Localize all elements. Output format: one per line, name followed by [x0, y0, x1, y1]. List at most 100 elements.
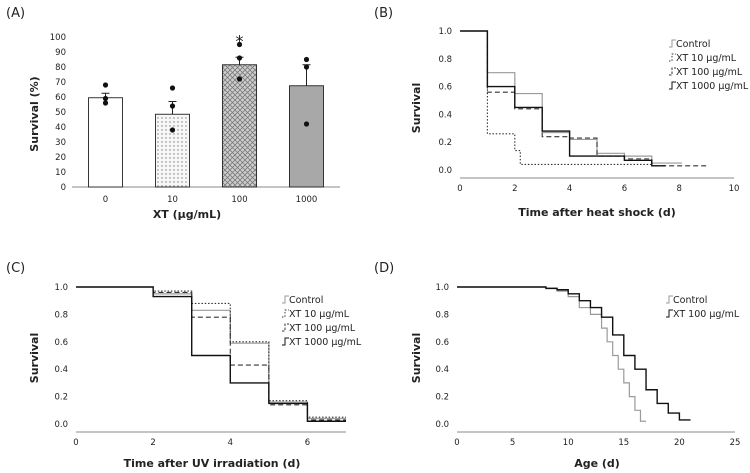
- series-line-xt-100-g-ml: [457, 286, 691, 421]
- data-point: [169, 103, 176, 109]
- legend-swatch: [282, 337, 289, 346]
- panel-c-legend: Control XT 10 μg/mL XT 100 μg/mL XT 1000 μg…: [282, 295, 362, 348]
- y-tick-label: 0.2: [54, 393, 68, 403]
- legend-swatch: [669, 53, 676, 62]
- legend-swatch: [282, 295, 289, 304]
- y-tick-label: 60: [55, 93, 66, 103]
- series-line-xt-100-g-ml: [76, 286, 346, 421]
- y-tick-label: 1.0: [438, 27, 452, 37]
- y-tick-label: 90: [55, 48, 66, 58]
- panel-b-label: (B): [374, 6, 393, 21]
- series-line-xt-1000-g-ml: [460, 30, 666, 167]
- bar-100: [222, 64, 257, 188]
- panel-b-xlabel: Time after heat shock (d): [518, 206, 676, 219]
- x-tick-label: 6: [622, 184, 627, 194]
- x-tick-label: 0: [103, 195, 108, 205]
- legend-swatch: [666, 295, 673, 304]
- y-tick-label: 0.4: [54, 365, 68, 375]
- x-tick-label: 4: [567, 184, 572, 194]
- data-point: [303, 64, 310, 70]
- data-point: [236, 76, 243, 82]
- bar-10: [155, 113, 190, 188]
- y-tick-label: 20: [55, 153, 66, 163]
- legend-swatch: [669, 39, 676, 48]
- x-tick-label: 4: [228, 438, 233, 448]
- panel-b-ylabel: Survival: [410, 83, 423, 133]
- x-tick-label: 0: [457, 184, 462, 194]
- x-tick-label: 100: [231, 195, 247, 205]
- y-tick-label: 0.2: [438, 138, 452, 148]
- panel-d: (D) Survival Age (d) 0 5 10 15 20 25 0.0 0.2 0.4…: [374, 261, 740, 470]
- legend-label: XT 10 μg/mL: [289, 309, 350, 320]
- x-tick-label: 20: [674, 438, 685, 448]
- data-point: [169, 85, 176, 91]
- legend-label: XT 100 μg/mL: [673, 309, 740, 320]
- data-point: [236, 55, 243, 61]
- legend-label: XT 1000 μg/mL: [289, 337, 362, 348]
- legend-swatch: [669, 67, 676, 76]
- series-line-xt-1000-g-ml: [76, 286, 346, 422]
- x-tick-label: 10: [729, 184, 740, 194]
- y-tick-label: 0.6: [435, 338, 449, 348]
- y-tick-label: 0.2: [435, 393, 449, 403]
- panel-d-label: (D): [374, 261, 394, 276]
- legend-label: XT 100 μg/mL: [676, 67, 743, 78]
- panel-b-series: [460, 30, 707, 167]
- y-tick-label: 0.6: [54, 338, 68, 348]
- legend-swatch: [669, 81, 676, 90]
- x-tick-label: 2: [512, 184, 517, 194]
- y-tick-label: 0: [61, 183, 66, 193]
- x-tick-label: 0: [73, 438, 78, 448]
- data-point: [303, 121, 310, 127]
- panel-a-label: (A): [6, 6, 25, 21]
- legend-label: Control: [289, 295, 323, 306]
- legend-label: XT 1000 μg/mL: [676, 81, 749, 92]
- legend-swatch: [282, 309, 289, 318]
- series-line-control: [460, 30, 682, 164]
- legend-swatch: [282, 323, 289, 332]
- y-tick-label: 0.4: [438, 110, 452, 120]
- y-tick-label: 30: [55, 138, 66, 148]
- y-tick-label: 0.8: [54, 310, 68, 320]
- data-point: [303, 56, 310, 63]
- panel-a: (A) Survival (%) XT (μg/mL) 0 10 20 30 40 50 6…: [6, 6, 340, 221]
- x-tick-label: 6: [305, 438, 310, 448]
- panel-b: (B) Survival Time after heat shock (d) 0…: [374, 6, 749, 219]
- data-point: [169, 127, 176, 133]
- y-tick-label: 0.0: [438, 166, 452, 176]
- bar-0: [88, 97, 123, 188]
- x-tick-label: 8: [676, 184, 681, 194]
- panel-c-ylabel: Survival: [28, 333, 41, 383]
- panel-d-tick-labels: 0 5 10 15 20 25 0.0 0.2 0.4 0.6 0.8 1.0: [435, 283, 740, 448]
- x-tick-label: 1000: [296, 195, 318, 205]
- series-line-xt-10-g-ml: [460, 30, 652, 165]
- x-tick-label: 5: [510, 438, 515, 448]
- significance-mark: *: [236, 31, 244, 50]
- bar-1000: [289, 85, 324, 188]
- panel-b-legend: Control XT 10 μg/mL XT 100 μg/mL XT 1000 μg…: [669, 39, 749, 92]
- legend-label: Control: [676, 39, 710, 50]
- legend-label: Control: [673, 295, 707, 306]
- y-tick-label: 0.6: [438, 83, 452, 93]
- x-tick-label: 0: [454, 438, 459, 448]
- panel-c-label: (C): [6, 261, 25, 276]
- y-tick-label: 10: [55, 168, 66, 178]
- y-tick-label: 50: [55, 108, 66, 118]
- series-line-xt-100-g-ml: [460, 30, 707, 167]
- data-point: [102, 82, 109, 88]
- panel-c-tick-labels: 0 2 4 6 0.0 0.2 0.4 0.6 0.8 1.0: [54, 283, 310, 448]
- panel-d-series: [457, 286, 691, 422]
- panel-c: (C) Survival Time after UV irradiation (…: [6, 261, 362, 470]
- y-tick-label: 0.0: [54, 420, 68, 430]
- panel-a-bars: *: [88, 31, 324, 188]
- series-line-control: [457, 286, 647, 422]
- panel-b-tick-labels: 0 2 4 6 8 10 0.0 0.2 0.4 0.6 0.8 1.0: [438, 27, 739, 194]
- panel-d-xlabel: Age (d): [574, 457, 620, 470]
- y-tick-label: 1.0: [54, 283, 68, 293]
- panel-a-ylabel: Survival (%): [28, 76, 41, 151]
- panel-c-xlabel: Time after UV irradiation (d): [124, 457, 301, 470]
- data-point: [102, 100, 109, 106]
- y-tick-label: 0.8: [435, 310, 449, 320]
